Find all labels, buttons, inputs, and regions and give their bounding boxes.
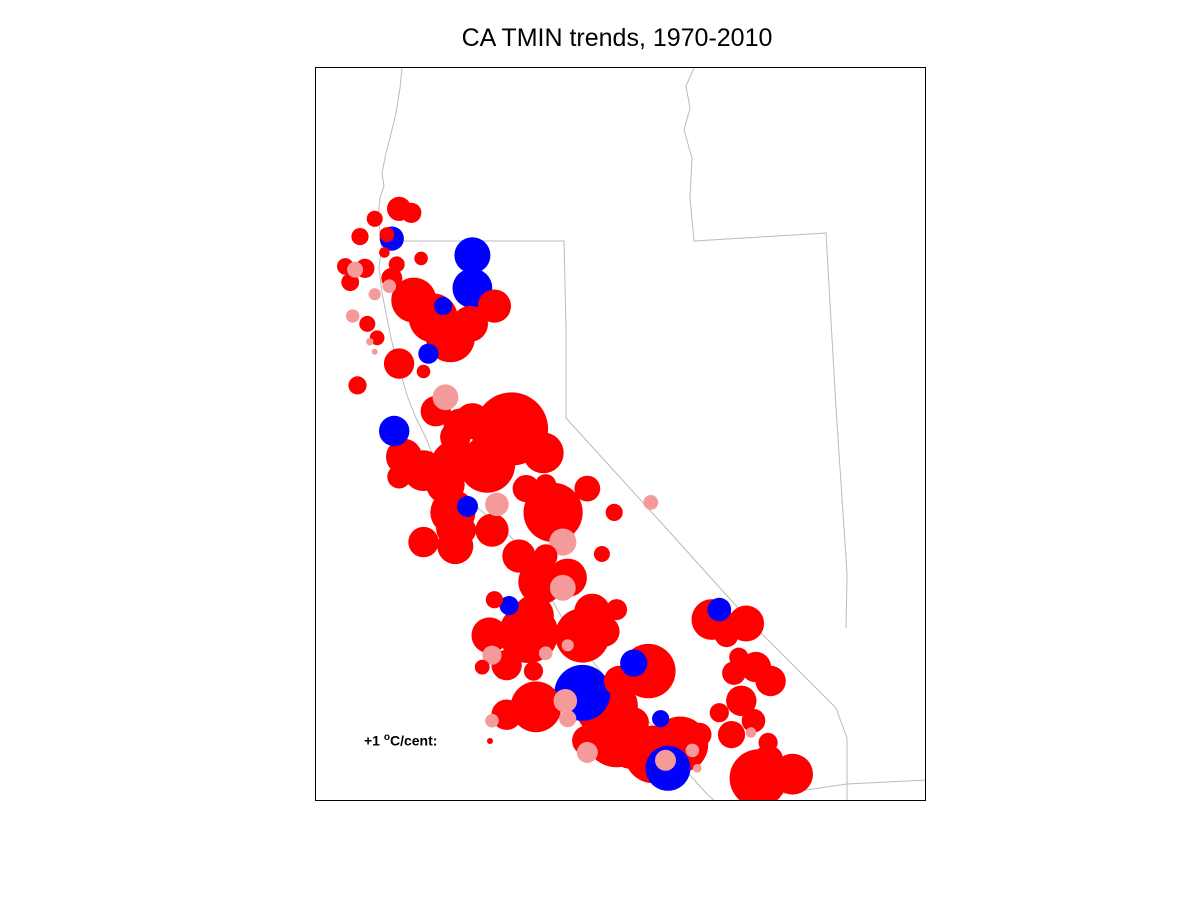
station-marker xyxy=(513,595,554,636)
station-marker xyxy=(391,277,437,323)
station-marker xyxy=(347,261,364,278)
station-marker xyxy=(401,202,422,223)
station-marker xyxy=(368,288,381,301)
station-marker xyxy=(426,465,465,504)
station-marker xyxy=(471,617,508,654)
station-marker xyxy=(576,741,598,763)
station-marker xyxy=(379,247,390,258)
station-marker xyxy=(589,616,620,647)
station-marker xyxy=(502,539,536,573)
station-marker xyxy=(608,724,654,769)
station-marker xyxy=(758,732,778,753)
station-marker xyxy=(549,528,577,556)
station-marker xyxy=(729,647,749,667)
station-marker xyxy=(709,703,729,723)
station-marker xyxy=(475,513,509,547)
station-marker xyxy=(452,305,488,342)
station-marker xyxy=(449,516,477,544)
station-marker xyxy=(477,289,511,323)
station-marker xyxy=(379,415,410,447)
legend-degree: o xyxy=(383,732,390,743)
station-marker xyxy=(523,661,544,681)
station-marker xyxy=(538,646,553,660)
station-marker xyxy=(387,464,411,489)
station-marker xyxy=(741,708,766,733)
station-marker xyxy=(366,338,374,346)
station-marker xyxy=(620,649,648,677)
station-marker xyxy=(714,623,739,648)
or-id-border xyxy=(683,68,695,242)
station-marker xyxy=(726,685,757,716)
station-marker xyxy=(485,492,509,517)
station-marker xyxy=(348,376,367,395)
legend-label: +1 oC/cent: xyxy=(364,732,437,749)
map-frame xyxy=(315,67,926,801)
station-marker xyxy=(533,544,558,568)
map-canvas xyxy=(337,68,925,800)
station-marker xyxy=(561,639,574,652)
station-marker xyxy=(522,432,564,474)
station-marker xyxy=(755,665,786,697)
station-marker xyxy=(457,495,478,517)
legend-dot xyxy=(487,738,493,744)
station-marker xyxy=(535,474,557,496)
ca-nv-border xyxy=(390,240,848,800)
station-marker xyxy=(618,707,649,738)
station-marker xyxy=(341,273,360,292)
station-marker xyxy=(510,681,562,733)
station-marker xyxy=(382,279,397,293)
station-marker xyxy=(685,743,700,758)
station-marker xyxy=(366,210,383,227)
station-marker xyxy=(722,661,746,685)
station-marker xyxy=(454,237,491,274)
nv-ut-border xyxy=(693,232,848,578)
station-marker xyxy=(414,251,428,266)
station-marker xyxy=(388,256,405,273)
station-marker xyxy=(383,348,415,379)
station-marker xyxy=(606,599,628,621)
station-marker xyxy=(745,727,757,738)
station-marker xyxy=(655,749,676,771)
station-marker xyxy=(593,546,610,562)
station-marker xyxy=(687,722,712,747)
legend-prefix: +1 xyxy=(364,732,384,749)
station-marker xyxy=(359,315,376,332)
station-marker xyxy=(605,503,623,521)
station-marker xyxy=(482,645,502,665)
station-marker xyxy=(643,495,659,510)
station-marker xyxy=(574,475,601,502)
station-marker xyxy=(371,348,378,355)
station-marker xyxy=(351,228,369,246)
station-marker xyxy=(379,227,395,243)
station-marker xyxy=(559,710,577,728)
page-title: CA TMIN trends, 1970-2010 xyxy=(461,24,773,52)
station-marker xyxy=(434,297,453,316)
station-marker xyxy=(416,364,431,379)
station-marker xyxy=(717,721,746,749)
station-marker xyxy=(345,309,360,323)
station-marker xyxy=(512,475,540,503)
station-marker xyxy=(485,591,503,609)
station-marker xyxy=(440,421,471,453)
station-marker xyxy=(491,699,522,730)
station-marker xyxy=(707,597,732,622)
station-marker xyxy=(553,689,578,713)
station-marker xyxy=(418,343,439,364)
station-marker xyxy=(485,713,499,728)
station-marker xyxy=(652,710,670,728)
station-marker xyxy=(693,764,702,773)
az-border xyxy=(845,577,848,629)
station-marker xyxy=(752,745,784,776)
station-markers xyxy=(337,196,813,800)
station-marker xyxy=(432,384,459,411)
station-marker xyxy=(408,526,439,558)
station-marker xyxy=(523,482,583,542)
station-marker xyxy=(549,574,576,601)
station-marker xyxy=(474,659,490,675)
station-marker xyxy=(499,596,519,616)
legend-suffix: C/cent: xyxy=(389,732,438,749)
